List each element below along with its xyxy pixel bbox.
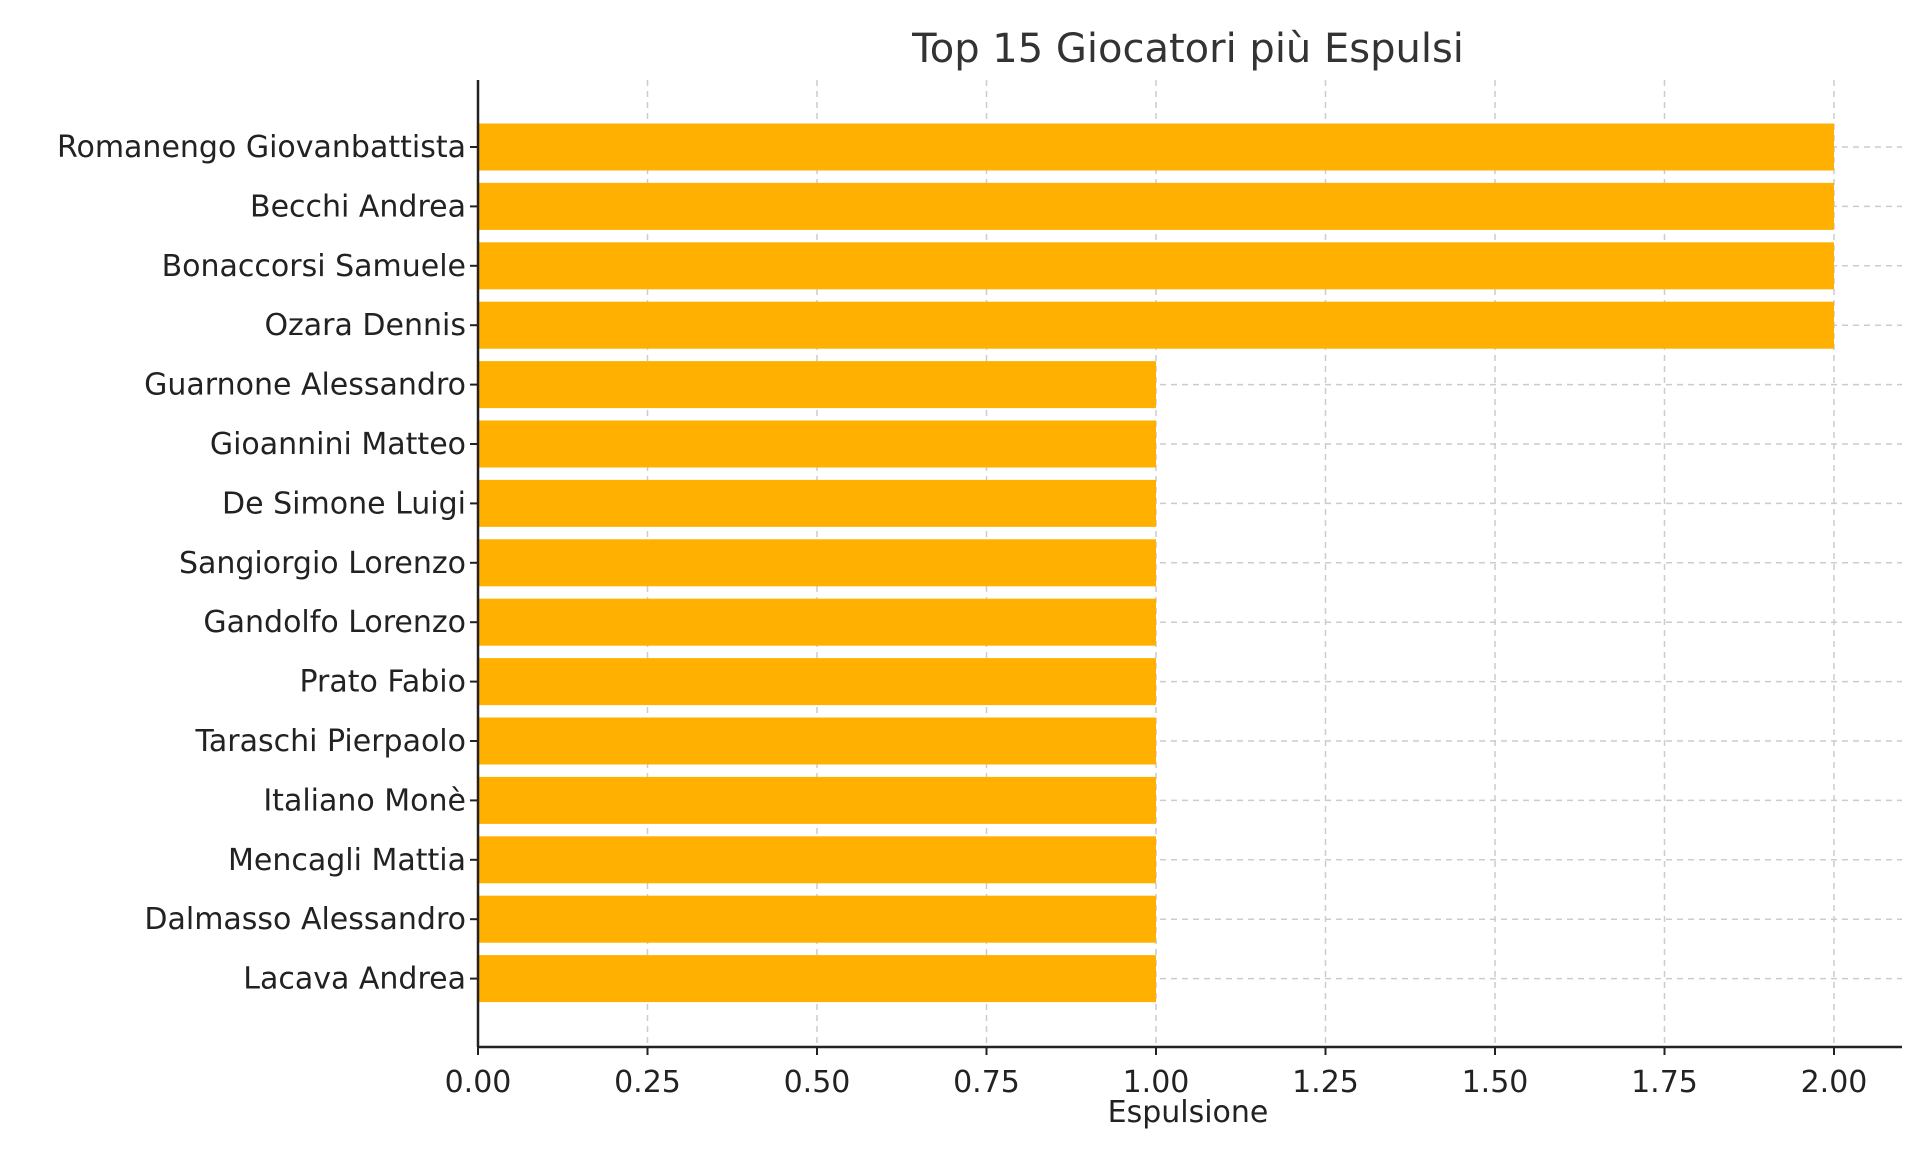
y-tick-label: Gioannini Matteo [210,427,466,462]
bar [478,242,1834,290]
bar [478,479,1156,527]
y-tick-label: Guarnone Alessandro [144,368,466,403]
bar [478,301,1834,349]
bar [478,658,1156,706]
x-tick-labels: 0.00 0.25 0.50 0.75 1.00 1.25 1.50 1.75 2.00 [445,1047,1868,1100]
bar [478,776,1156,824]
y-tick-label: Becchi Andrea [250,189,466,224]
y-tick-label: Italiano Monè [263,783,466,818]
y-tick-label: Mencagli Mattia [228,843,466,878]
bar [478,598,1156,646]
bar [478,182,1834,230]
y-tick-label: Dalmasso Alessandro [144,902,466,937]
grid-lines [478,80,1902,1047]
y-tick-label: Romanengo Giovanbattista [57,130,466,165]
y-tick-label: Ozara Dennis [264,308,466,343]
y-tick-label: Gandolfo Lorenzo [203,605,466,640]
x-tick-label: 0.75 [953,1065,1020,1100]
x-axis-label: Espulsione [1108,1095,1269,1130]
bars [478,123,1834,1003]
y-tick-label: Taraschi Pierpaolo [195,724,467,759]
y-tick-label: De Simone Luigi [222,486,466,521]
y-tick-label: Sangiorgio Lorenzo [179,546,466,581]
bar [478,955,1156,1003]
y-tick-label: Bonaccorsi Samuele [162,249,466,284]
bar [478,361,1156,409]
x-tick-label: 1.75 [1631,1065,1698,1100]
y-tick-labels: Romanengo Giovanbattista Becchi Andrea Bon… [57,130,478,997]
x-tick-label: 1.25 [1292,1065,1359,1100]
x-tick-label: 1.00 [1123,1065,1190,1100]
bar [478,717,1156,765]
x-tick-label: 0.00 [445,1065,512,1100]
bar [478,420,1156,468]
chart-title: Top 15 Giocatori più Espulsi [911,26,1464,72]
bar [478,895,1156,943]
x-tick-label: 1.50 [1462,1065,1529,1100]
bar [478,539,1156,587]
x-tick-label: 0.50 [784,1065,851,1100]
x-tick-label: 2.00 [1801,1065,1868,1100]
x-tick-label: 0.25 [614,1065,681,1100]
y-tick-label: Prato Fabio [299,665,466,700]
y-tick-label: Lacava Andrea [243,962,466,997]
bar [478,836,1156,884]
bar [478,123,1834,171]
